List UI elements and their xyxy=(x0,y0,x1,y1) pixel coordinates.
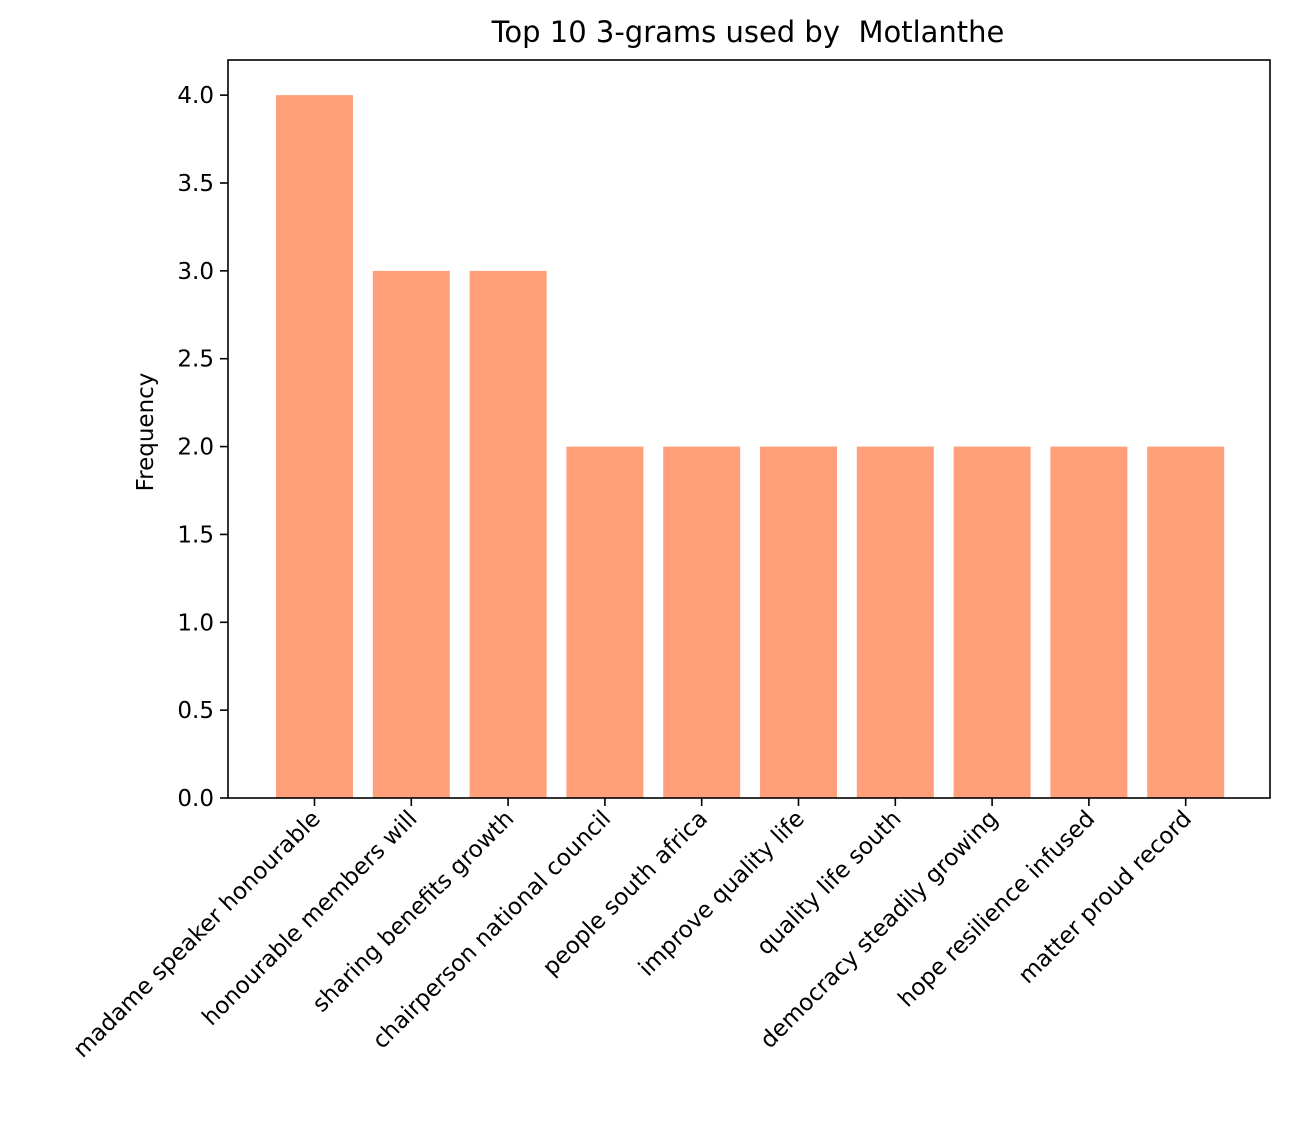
chart-title: Top 10 3-grams used by Motlanthe xyxy=(491,15,1005,49)
y-tick-label: 3.0 xyxy=(177,259,214,285)
plot-frame xyxy=(227,59,1271,799)
y-tick-label: 1.0 xyxy=(177,610,214,636)
bar xyxy=(372,270,450,798)
y-tick-label: 3.5 xyxy=(177,171,214,197)
bar xyxy=(1147,446,1225,798)
bars-group xyxy=(276,95,1225,798)
y-tick-label: 4.0 xyxy=(177,83,214,109)
x-tick-label: improve quality life xyxy=(634,806,810,982)
x-tick-label: hope resilience infused xyxy=(894,806,1101,1013)
y-axis-label: Frequency xyxy=(133,373,159,492)
y-tick-label: 2.5 xyxy=(177,347,214,373)
bar xyxy=(469,270,547,798)
y-tick-label: 1.5 xyxy=(177,522,214,548)
bar xyxy=(953,446,1031,798)
bar xyxy=(856,446,934,798)
y-tick-label: 0.5 xyxy=(177,698,214,724)
bar xyxy=(1050,446,1128,798)
y-tick-label: 2.0 xyxy=(177,435,214,461)
bar xyxy=(760,446,837,798)
bar xyxy=(566,446,644,798)
y-tick-label: 0.0 xyxy=(177,786,214,812)
bar xyxy=(663,446,741,798)
y-axis-ticks: 0.0 0.5 1.0 1.5 2.0 2.5 3.0 3.5 4.0 xyxy=(177,83,228,812)
x-tick-label: sharing benefits growth xyxy=(308,806,520,1018)
bar xyxy=(276,95,353,798)
x-tick-label: matter proud record xyxy=(1014,806,1197,989)
x-tick-label: people south africa xyxy=(538,806,713,981)
